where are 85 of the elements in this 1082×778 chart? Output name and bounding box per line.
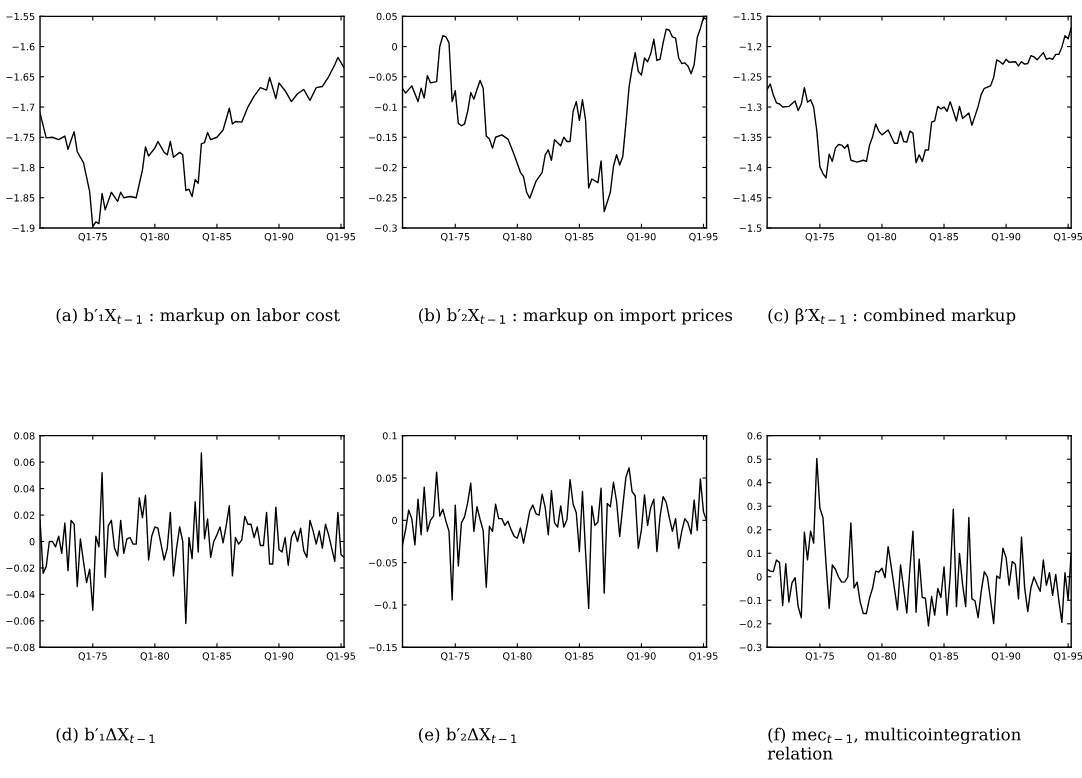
x-tick-label: Q1-80: [140, 652, 170, 661]
x-tick-label: Q1-90: [264, 652, 294, 661]
x-tick-label: Q1-85: [202, 232, 231, 242]
x-tick-label: Q1-75: [805, 652, 834, 661]
y-tick-label: 0.1: [747, 549, 762, 558]
y-tick-label: 0: [756, 573, 762, 581]
text: (b) b′₂X$_{t−1}$ : markup on import prices: [419, 308, 733, 325]
y-tick-label: −0.04: [6, 590, 35, 599]
y-tick-label: −0.3: [739, 643, 762, 652]
x-tick-label: Q1-95: [326, 652, 356, 661]
y-tick-label: −1.25: [733, 73, 762, 81]
y-tick-label: −1.8: [12, 163, 35, 172]
y-tick-label: −0.1: [375, 601, 397, 609]
y-tick-label: −0.2: [739, 620, 762, 628]
x-tick-label: Q1-90: [264, 232, 294, 242]
y-tick-label: −1.6: [12, 43, 35, 51]
x-tick-label: Q1-95: [689, 652, 718, 661]
y-tick-label: −1.9: [12, 224, 35, 232]
x-tick-label: Q1-75: [440, 652, 470, 661]
x-tick-label: Q1-95: [689, 232, 718, 242]
y-tick-label: 0.2: [747, 526, 762, 534]
y-tick-label: −0.05: [368, 559, 397, 567]
y-tick-label: 0: [29, 537, 35, 546]
text: (a) b′₁X$_{t−1}$ : markup on labor cost: [56, 308, 340, 325]
y-tick-label: −0.06: [6, 617, 35, 625]
x-tick-label: Q1-95: [1053, 232, 1082, 242]
y-tick-label: 0.5: [747, 455, 762, 464]
y-tick-label: −1.45: [733, 194, 762, 202]
y-tick-label: −0.1: [375, 103, 397, 111]
x-tick-label: Q1-90: [991, 652, 1021, 661]
x-tick-label: Q1-90: [627, 652, 656, 661]
x-tick-label: Q1-75: [440, 232, 470, 242]
x-tick-label: Q1-75: [78, 232, 107, 242]
y-tick-label: −1.75: [6, 133, 35, 142]
y-tick-label: −1.3: [739, 103, 762, 111]
y-tick-label: −0.15: [368, 133, 397, 142]
x-tick-label: Q1-80: [867, 652, 897, 661]
y-tick-label: −0.08: [6, 643, 35, 652]
text: (d) b′₁ΔX$_{t−1}$: [56, 727, 155, 744]
y-tick-label: −1.85: [6, 194, 35, 202]
y-tick-label: −0.25: [368, 194, 397, 202]
x-tick-label: Q1-90: [991, 232, 1021, 242]
x-tick-label: Q1-90: [627, 232, 656, 242]
y-tick-label: 0.6: [747, 432, 762, 440]
y-tick-label: 0: [392, 516, 397, 525]
x-tick-label: Q1-85: [202, 652, 231, 661]
y-tick-label: −1.55: [6, 12, 35, 21]
x-tick-label: Q1-85: [929, 652, 959, 661]
y-tick-label: −1.7: [12, 103, 35, 111]
y-tick-label: −0.05: [368, 73, 397, 81]
x-tick-label: Q1-75: [805, 232, 834, 242]
y-tick-label: 0.08: [14, 432, 35, 440]
chart-title: (f) mec$_{t−1}$, multicointegration relation: [767, 727, 1021, 760]
x-tick-label: Q1-95: [326, 232, 356, 242]
y-tick-label: 0.05: [376, 12, 397, 21]
y-tick-label: −1.4: [739, 164, 762, 172]
y-tick-label: 0.02: [14, 511, 35, 519]
x-tick-label: Q1-80: [503, 232, 532, 242]
y-tick-label: 0.06: [14, 458, 35, 466]
y-tick-label: −0.15: [368, 643, 397, 652]
text: (e) b′₂ΔX$_{t−1}$: [419, 727, 517, 744]
y-tick-label: −1.2: [739, 43, 762, 51]
y-tick-label: −0.3: [375, 224, 397, 232]
y-tick-label: 0: [392, 43, 397, 51]
y-tick-label: −1.5: [739, 224, 762, 232]
y-tick-label: −1.15: [733, 12, 762, 21]
y-tick-label: 0.4: [747, 479, 762, 487]
y-tick-label: −0.1: [739, 596, 762, 605]
x-tick-label: Q1-85: [929, 232, 959, 242]
x-tick-label: Q1-80: [503, 652, 532, 661]
y-tick-label: 0.1: [382, 432, 397, 440]
y-tick-label: −1.35: [733, 133, 762, 142]
x-tick-label: Q1-80: [867, 232, 897, 242]
y-tick-label: −0.02: [6, 564, 35, 572]
x-tick-label: Q1-95: [1053, 652, 1082, 661]
y-tick-label: 0.05: [376, 474, 397, 482]
x-tick-label: Q1-85: [565, 232, 594, 242]
y-tick-label: 0.3: [747, 502, 762, 511]
x-tick-label: Q1-85: [565, 652, 594, 661]
y-tick-label: −0.2: [375, 163, 397, 172]
y-tick-label: −1.65: [6, 73, 35, 81]
y-tick-label: 0.04: [14, 485, 35, 493]
text: (c) β′X$_{t−1}$ : combined markup: [768, 308, 1016, 325]
x-tick-label: Q1-80: [140, 232, 170, 242]
x-tick-label: Q1-75: [78, 652, 107, 661]
